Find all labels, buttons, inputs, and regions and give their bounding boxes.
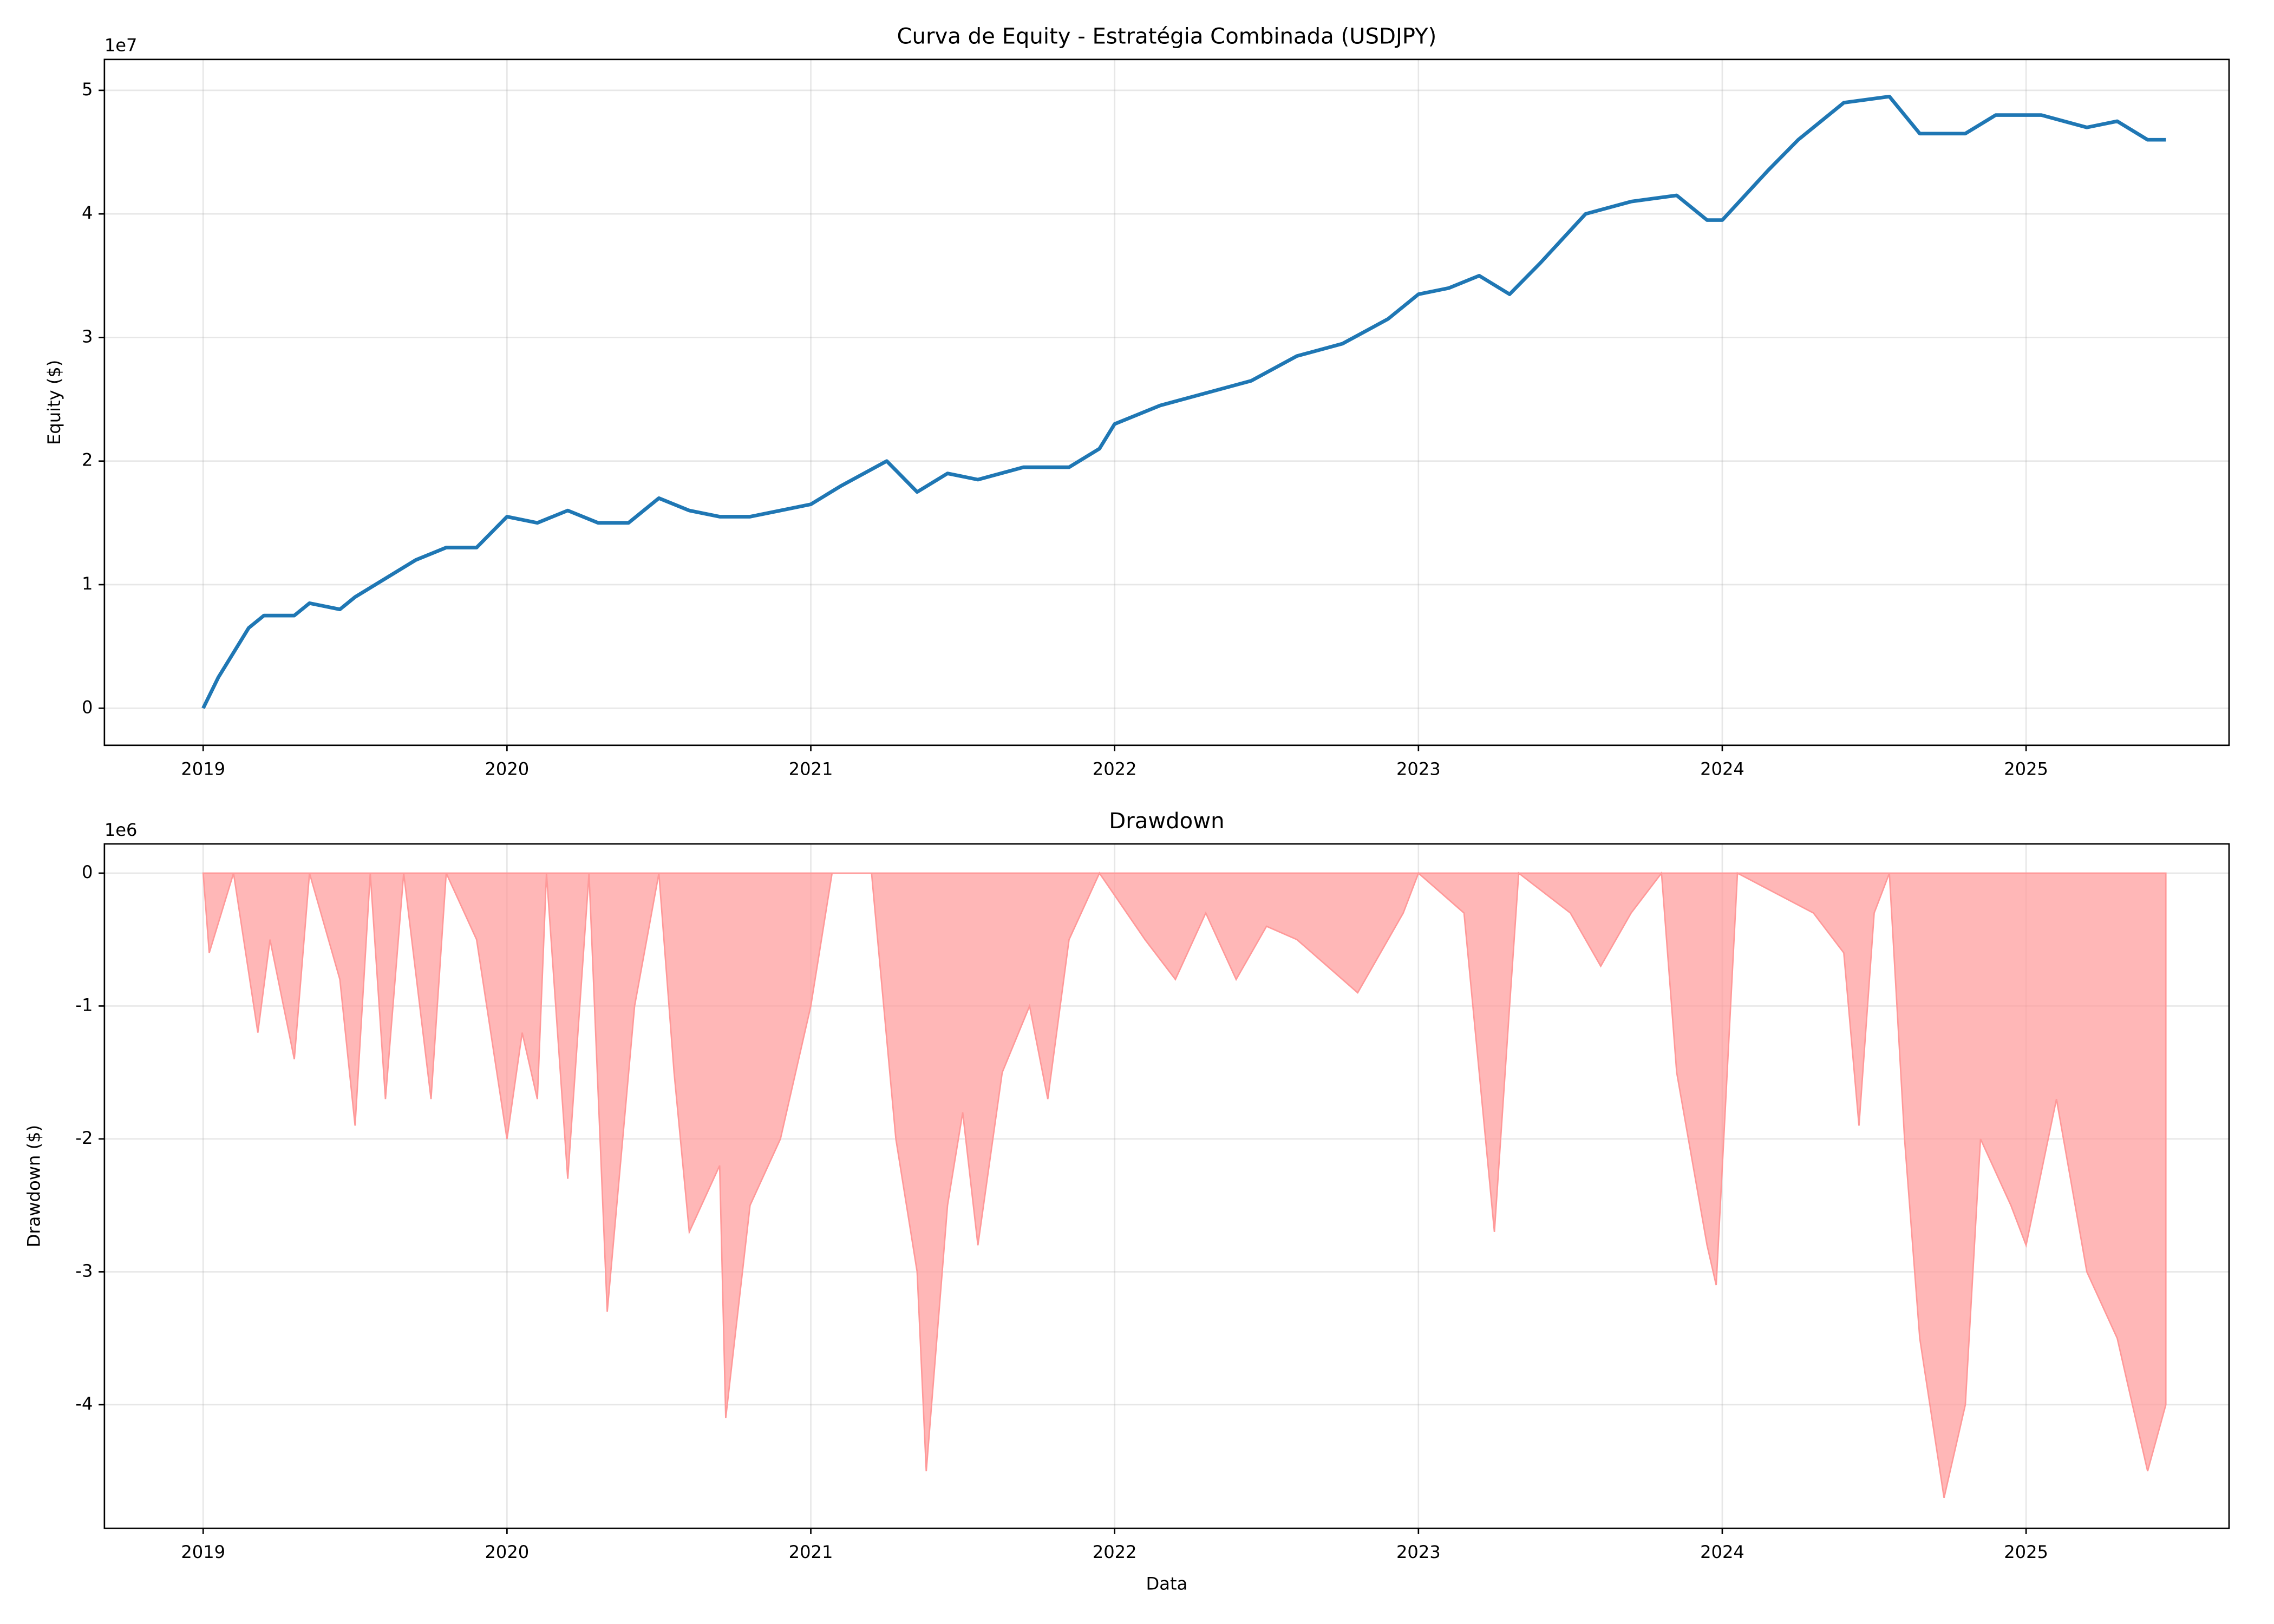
x-tick-label: 2021 — [789, 1542, 833, 1562]
y-tick-label: 5 — [82, 79, 93, 100]
x-tick-label: 2019 — [181, 1542, 225, 1562]
y-axis-label: Drawdown ($) — [23, 1125, 44, 1247]
x-tick-label: 2025 — [2004, 758, 2048, 779]
y-tick-label: 0 — [82, 697, 93, 717]
x-tick-label: 2022 — [1093, 1542, 1137, 1562]
drawdown-area — [202, 871, 2167, 1498]
chart-title: Curva de Equity - Estratégia Combinada (… — [897, 24, 1436, 49]
y-axis-label: Equity ($) — [44, 360, 64, 445]
y-tick-label: 4 — [82, 202, 93, 223]
y-tick-label: -4 — [75, 1393, 93, 1414]
x-tick-label: 2025 — [2004, 1542, 2048, 1562]
x-tick-label: 2020 — [485, 758, 529, 779]
x-axis-label: Data — [1146, 1574, 1188, 1594]
x-tick-label: 2024 — [1700, 1542, 1744, 1562]
y-tick-label: -3 — [75, 1260, 93, 1281]
x-tick-label: 2022 — [1093, 758, 1137, 779]
offset-label: 1e6 — [104, 820, 138, 840]
y-tick-label: 2 — [82, 450, 93, 470]
x-tick-label: 2024 — [1700, 758, 1744, 779]
equity-line — [201, 94, 2166, 709]
y-tick-label: -2 — [75, 1128, 93, 1148]
plot-frame — [103, 58, 2230, 746]
x-tick-label: 2023 — [1396, 1542, 1441, 1562]
x-tick-label: 2021 — [789, 758, 833, 779]
x-tick-label: 2020 — [485, 1542, 529, 1562]
x-tick-label: 2019 — [181, 758, 225, 779]
y-tick-label: 3 — [82, 326, 93, 346]
y-tick-label: 1 — [82, 573, 93, 594]
x-tick-label: 2023 — [1396, 758, 1441, 779]
chart-title: Drawdown — [1109, 809, 1224, 834]
offset-label: 1e7 — [104, 35, 138, 56]
y-tick-label: 0 — [82, 862, 93, 882]
y-tick-label: -1 — [75, 994, 93, 1015]
plot-frame — [103, 843, 2230, 1529]
